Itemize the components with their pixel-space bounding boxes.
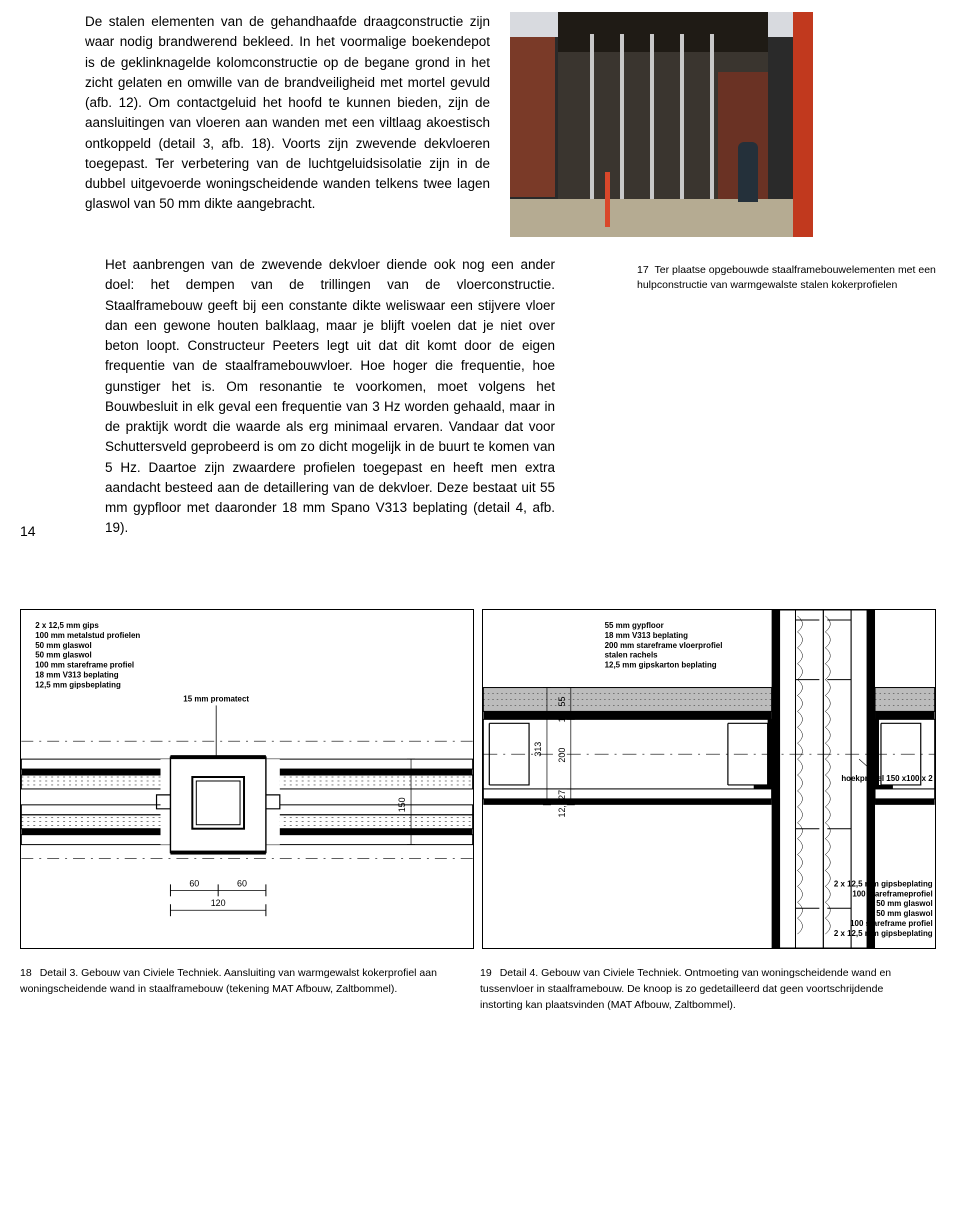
d4-v0: 55 — [557, 696, 567, 706]
d3-h0: 60 — [189, 878, 199, 888]
body-p2: Het aanbrengen van de zwevende dekvloer … — [85, 255, 555, 539]
d3-l0: 2 x 12,5 mm gips — [35, 620, 99, 629]
d3-l6: 12,5 mm gipsbeplating — [35, 680, 121, 689]
d3-l3: 50 mm glaswol — [35, 650, 91, 659]
d4-t1: 18 mm V313 beplating — [605, 630, 689, 639]
d3-h2: 120 — [211, 898, 226, 908]
d3-promatect: 15 mm promatect — [183, 694, 249, 703]
d3-dims-h: 60 60 120 — [170, 878, 265, 916]
d4-t2: 200 mm stareframe vloerprofiel — [605, 640, 723, 649]
d4-v4: 12,5 — [557, 800, 567, 817]
d4-v2: 200 — [557, 747, 567, 762]
d4-vt: 313 — [533, 741, 543, 756]
body-p1: De stalen elementen van de gehandhaafde … — [20, 12, 490, 237]
fig18-caption: 18Detail 3. Gebouw van Civiele Techniek.… — [20, 965, 440, 1014]
page-number: 14 — [20, 255, 65, 539]
d4-b3: 50 mm glaswol — [876, 909, 932, 918]
detail3-layer-labels: 2 x 12,5 mm gips 100 mm metalstud profie… — [35, 620, 140, 689]
d4-v1: 18 — [557, 712, 567, 722]
second-row: 14 Het aanbrengen van de zwevende dekvlo… — [20, 255, 940, 539]
detail-4-drawing: 55 mm gypfloor 18 mm V313 beplating 200 … — [482, 609, 936, 949]
detail-3-drawing: 2 x 12,5 mm gips 100 mm metalstud profie… — [20, 609, 474, 949]
top-section: De stalen elementen van de gehandhaafde … — [20, 12, 940, 237]
d4-t3: stalen rachels — [605, 650, 659, 659]
d4-b1: 100 stareframeprofiel — [852, 889, 932, 898]
d4-t0: 55 mm gypfloor — [605, 620, 664, 629]
d3-h1: 60 — [237, 878, 247, 888]
fig18-text: Detail 3. Gebouw van Civiele Techniek. A… — [20, 967, 437, 995]
d4-b0: 2 x 12,5 mm gipsbeplating — [834, 879, 933, 888]
photo-17 — [510, 12, 813, 237]
d4-b5: 2 x 12,5 mm gipsbeplating — [834, 929, 933, 938]
photo-caption-num: 17 — [637, 264, 649, 276]
d3-dim-v: 150 — [397, 797, 407, 812]
d3-l5: 18 mm V313 beplating — [35, 670, 119, 679]
photo-caption-text: Ter plaatse opgebouwde staalframebouwele… — [637, 264, 936, 291]
photo-17-caption: 17 Ter plaatse opgebouwde staalframebouw… — [637, 255, 940, 293]
d3-l4: 100 mm stareframe profiel — [35, 660, 134, 669]
d3-l2: 50 mm glaswol — [35, 640, 91, 649]
d4-top-labels: 55 mm gypfloor 18 mm V313 beplating 200 … — [605, 620, 723, 669]
d4-b4: 100 stareframe profiel — [850, 919, 933, 928]
d4-t4: 12,5 mm gipskarton beplating — [605, 660, 717, 669]
d4-v3: 27 — [557, 789, 567, 799]
fig18-num: 18 — [20, 967, 32, 979]
d3-l1: 100 mm metalstud profielen — [35, 630, 140, 639]
d4-b2: 50 mm glaswol — [876, 899, 932, 908]
diagrams-row: 2 x 12,5 mm gips 100 mm metalstud profie… — [20, 609, 940, 949]
fig19-text: Detail 4. Gebouw van Civiele Techniek. O… — [480, 967, 891, 1012]
fig19-num: 19 — [480, 967, 492, 979]
figure-captions: 18Detail 3. Gebouw van Civiele Techniek.… — [20, 965, 940, 1014]
d4-hoekprofiel: hoekprofiel 150 x100 x 2 — [841, 773, 933, 782]
fig19-caption: 19Detail 4. Gebouw van Civiele Techniek.… — [480, 965, 900, 1014]
d3-column — [157, 755, 280, 854]
